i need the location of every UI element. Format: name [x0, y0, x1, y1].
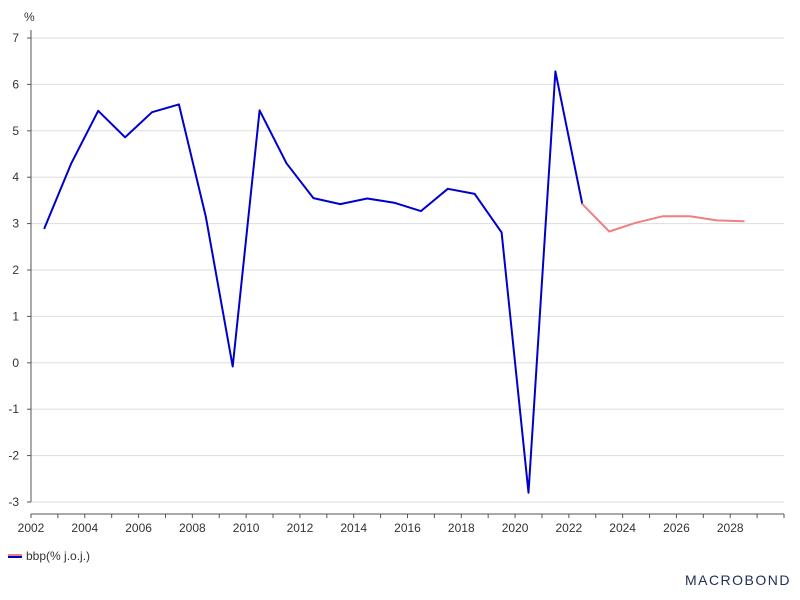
x-tick-label: 2012	[287, 521, 314, 535]
legend: bbp(% j.o.j.)	[8, 549, 90, 563]
series-lines	[43, 70, 745, 494]
legend-label: bbp(% j.o.j.)	[26, 549, 91, 563]
x-tick-label: 2020	[502, 521, 529, 535]
y-tick-label: 5	[12, 124, 19, 138]
x-tick-label: 2014	[340, 521, 367, 535]
y-axis-unit-label: %	[24, 10, 35, 24]
series-line-forecast	[581, 203, 745, 233]
y-tick-label: 4	[12, 170, 19, 184]
x-tick-label: 2016	[394, 521, 421, 535]
x-tick-label: 2004	[71, 521, 98, 535]
y-tick-label: 0	[12, 356, 19, 370]
y-tick-label: 2	[12, 263, 19, 277]
y-tick-label: 6	[12, 77, 19, 91]
x-tick-label: 2006	[125, 521, 152, 535]
y-tick-label: 7	[12, 31, 19, 45]
y-axis: -3 -2 -1 0 1 2 3 4 5 6 7	[8, 30, 32, 509]
y-tick-label: -2	[8, 449, 19, 463]
x-tick-label: 2002	[18, 521, 45, 535]
x-tick-label: 2024	[609, 521, 636, 535]
x-axis: 2002 2004 2006 2008 2010 2012 2014 2016 2018 2020…	[18, 513, 785, 535]
series-line-actual	[43, 70, 584, 494]
x-tick-label: 2028	[717, 521, 744, 535]
x-tick-label: 2026	[663, 521, 690, 535]
grid-lines	[31, 37, 784, 503]
y-tick-label: 3	[12, 217, 19, 231]
macrobond-logo: MACROBOND	[684, 572, 791, 588]
x-tick-label: 2018	[448, 521, 475, 535]
y-tick-label: 1	[12, 309, 19, 323]
y-tick-label: -1	[8, 402, 19, 416]
x-tick-label: 2022	[556, 521, 583, 535]
x-tick-label: 2010	[233, 521, 260, 535]
x-tick-label: 2008	[179, 521, 206, 535]
y-tick-label: -3	[8, 495, 19, 509]
